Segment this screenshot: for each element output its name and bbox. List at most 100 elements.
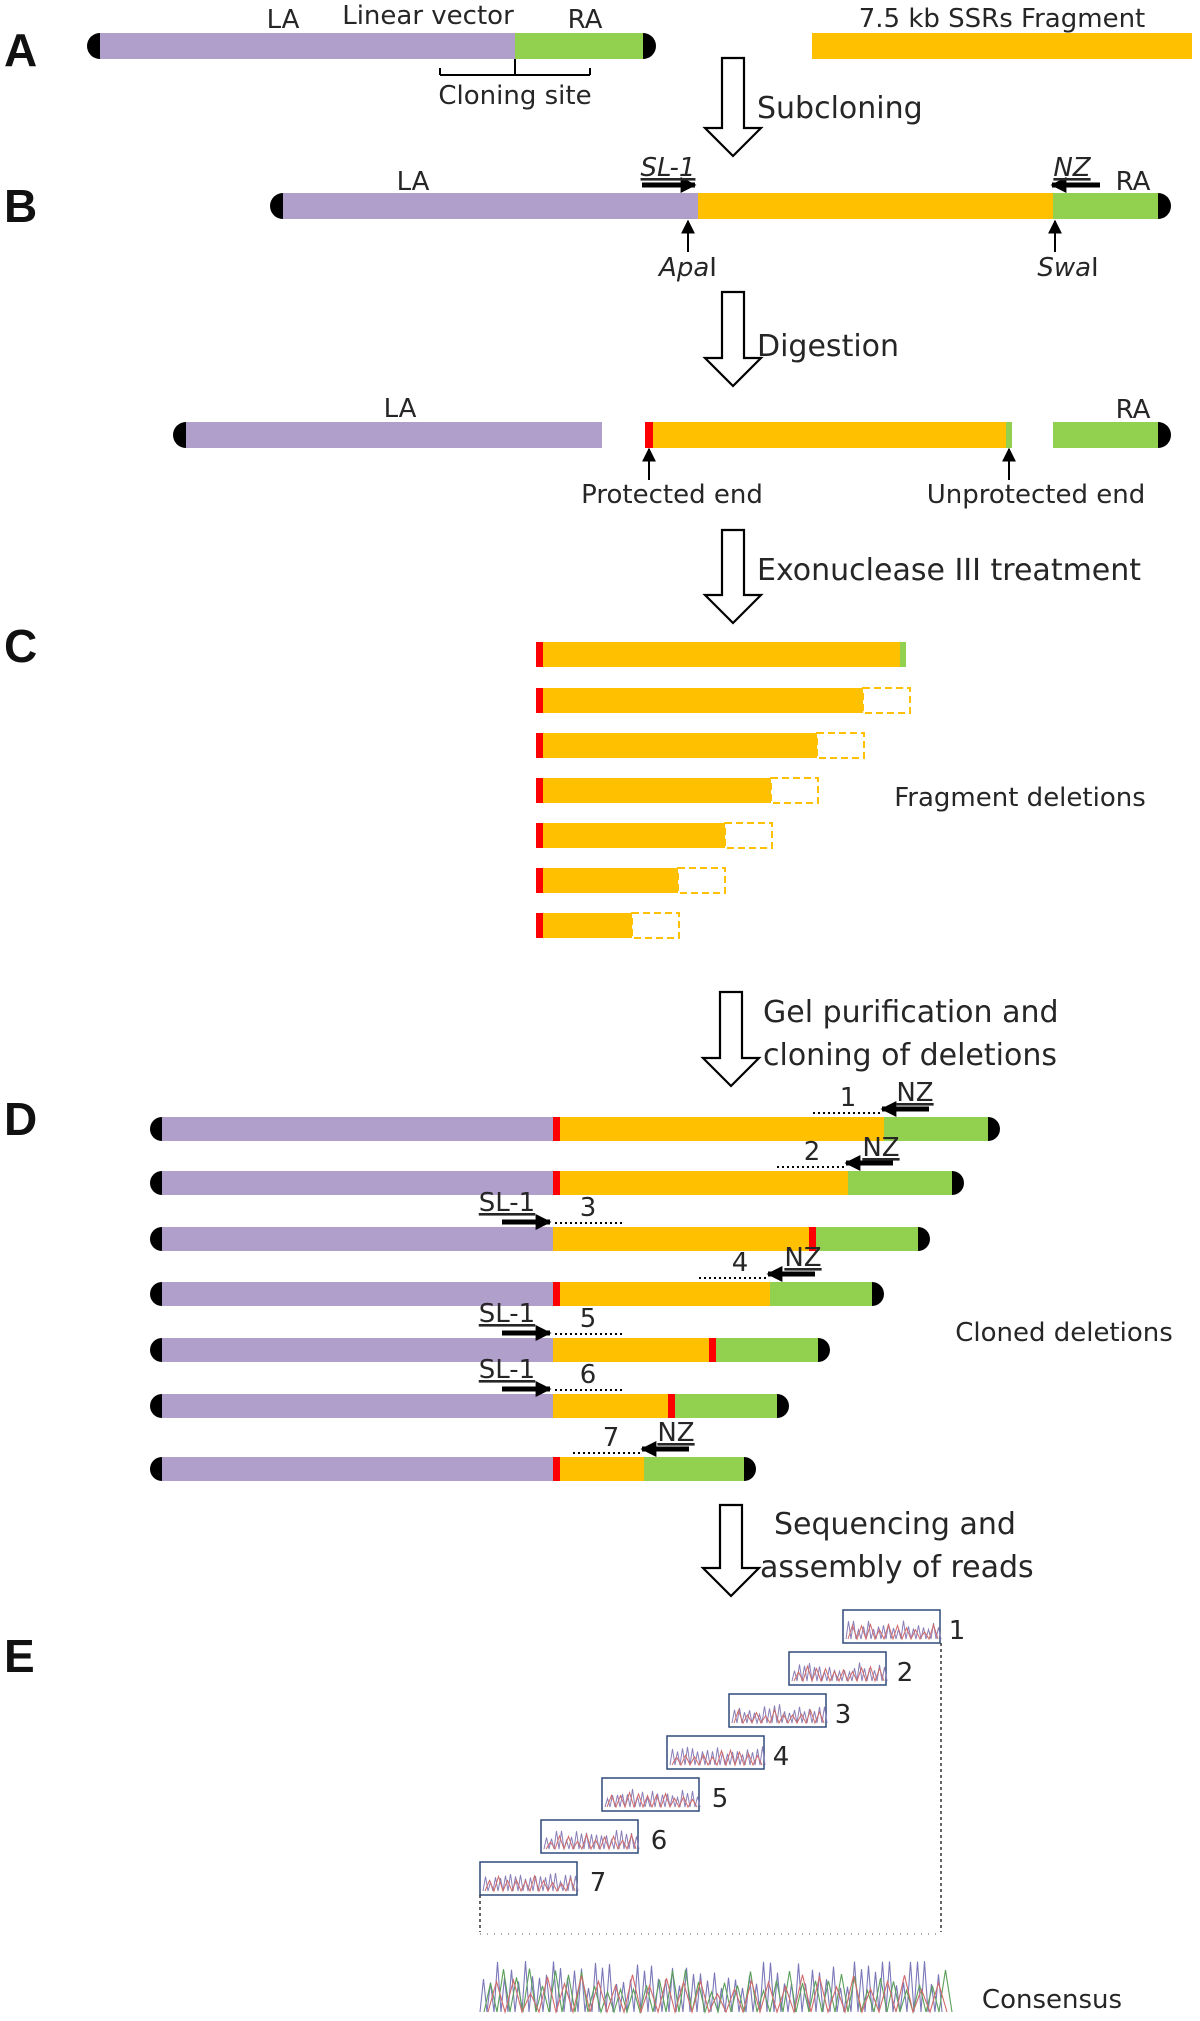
panel-a-vector-title: Linear vector [342,1,514,31]
deleted-region-outline [677,867,726,894]
clone-2-primer-label: NZ [862,1133,899,1163]
deletion-bar [543,733,817,758]
fragment-deletions-group [536,642,911,939]
step-arrow-subcloning [702,56,764,158]
chromatogram-trace-secondary [733,1708,825,1725]
clone-right-end-cap [988,1117,1000,1141]
deleted-region-outline [631,912,680,939]
clone-insert [560,1282,770,1306]
chromatogram-trace-secondary [606,1790,698,1809]
vector-right-end-cap [643,33,656,59]
digest-left-end-cap [173,422,186,448]
clone-right-arm [644,1457,744,1481]
clone-right-end-cap [872,1282,884,1306]
digest-left-arm-bar [186,422,602,448]
clone-vector-arm [162,1117,553,1141]
deletion-bar [543,913,632,938]
panel-a-ra-label: RA [568,5,603,35]
deletion-fragment-3 [536,732,865,759]
panel-b-recombinant-construct [270,193,1171,219]
chromatogram-trace-secondary [793,1664,885,1683]
deletion-fragment-7 [536,912,680,939]
clone-vector-arm [162,1171,553,1195]
clone-6-primer-label: SL-1 [479,1355,535,1385]
clone-insert [553,1227,809,1251]
clone-left-end-cap [150,1338,162,1362]
cloning-site-bracket [439,59,591,76]
digested-insert [645,422,1012,448]
construct-insert [698,193,1053,219]
chromatogram-trace [482,1873,579,1892]
digested-right-arm [1053,422,1171,448]
clone-row-1 [150,1100,1000,1141]
deletion-fragment-5 [536,822,773,849]
chromatogram-trace-secondary [484,1874,576,1893]
consensus-trace-line-b [483,1968,953,2015]
clone-row-3 [150,1213,930,1251]
step-gel-label-line1: Gel purification and [763,995,1059,1030]
clone-protected-cap [553,1171,560,1195]
read-5-number: 5 [712,1784,729,1814]
clone-row-2 [150,1154,964,1195]
panel-label-d: D [4,1093,37,1145]
read-2-number: 2 [897,1658,914,1688]
chromatogram-trace [669,1746,766,1766]
read-7-number: 7 [590,1868,607,1898]
clone-left-end-cap [150,1117,162,1141]
panel-b-la-label: LA [397,167,430,197]
clone-protected-cap [668,1394,675,1418]
read-trace-5 [601,1777,701,1812]
deletion-green-stub [900,642,906,667]
clone-right-arm [816,1227,918,1251]
deletion-protected-cap [536,642,543,667]
deleted-region-outline [816,732,865,759]
clone-vector-arm [162,1457,553,1481]
deletion-fragment-full [536,642,906,667]
step-arrow-digestion [702,290,764,388]
ssr-fragment-bar [812,33,1192,59]
clone-7-number: 7 [603,1423,620,1453]
clone-protected-cap [553,1282,560,1306]
read-trace-6 [540,1819,640,1854]
digest-insert-bar [653,422,1006,448]
clone-vector-arm [162,1282,553,1306]
sl1-primer-label: SL-1 [641,153,696,183]
vector-left-arm [100,33,515,59]
read-4-number: 4 [773,1742,790,1772]
protected-cap [645,422,653,448]
read-trace-1 [842,1609,942,1644]
clone-1-primer-label: NZ [896,1078,933,1108]
sequencing-reads-group [479,1609,942,1896]
step-gel-label-line2: cloning of deletions [763,1038,1057,1073]
clone-row-4 [150,1265,884,1306]
panel-a-linear-vector [87,33,656,59]
chromatogram-trace [604,1788,701,1808]
clone-protected-cap [709,1338,716,1362]
deletion-protected-cap [536,913,543,938]
clone-left-end-cap [150,1394,162,1418]
digest-ra-label: RA [1116,395,1151,425]
fragment-deletions-label: Fragment deletions [894,783,1146,813]
chromatogram-trace [543,1830,640,1850]
clone-7-primer-label: NZ [657,1418,694,1448]
digest-right-end-cap [1158,422,1171,448]
step-sequencing-label-line1: Sequencing and [774,1507,1016,1542]
clone-left-end-cap [150,1282,162,1306]
consensus-trace-line-c [487,1974,948,2015]
consensus-trace [479,1961,953,2015]
chromatogram-trace-secondary [545,1832,637,1851]
clone-left-end-cap [150,1457,162,1481]
step-arrow-sequencing [700,1503,762,1598]
clone-right-arm [716,1338,818,1362]
apai-site-label: ApaI [657,253,717,283]
read-trace-4 [666,1735,766,1770]
clone-row-5 [150,1324,830,1362]
clone-right-end-cap [818,1338,830,1362]
read-trace-2 [788,1651,888,1686]
vector-left-end-cap [87,33,100,59]
step-exonuclease-label: Exonuclease III treatment [757,553,1141,588]
clone-vector-arm [162,1394,553,1418]
panel-label-e: E [4,1630,35,1682]
clone-4-primer-label: NZ [784,1243,821,1273]
